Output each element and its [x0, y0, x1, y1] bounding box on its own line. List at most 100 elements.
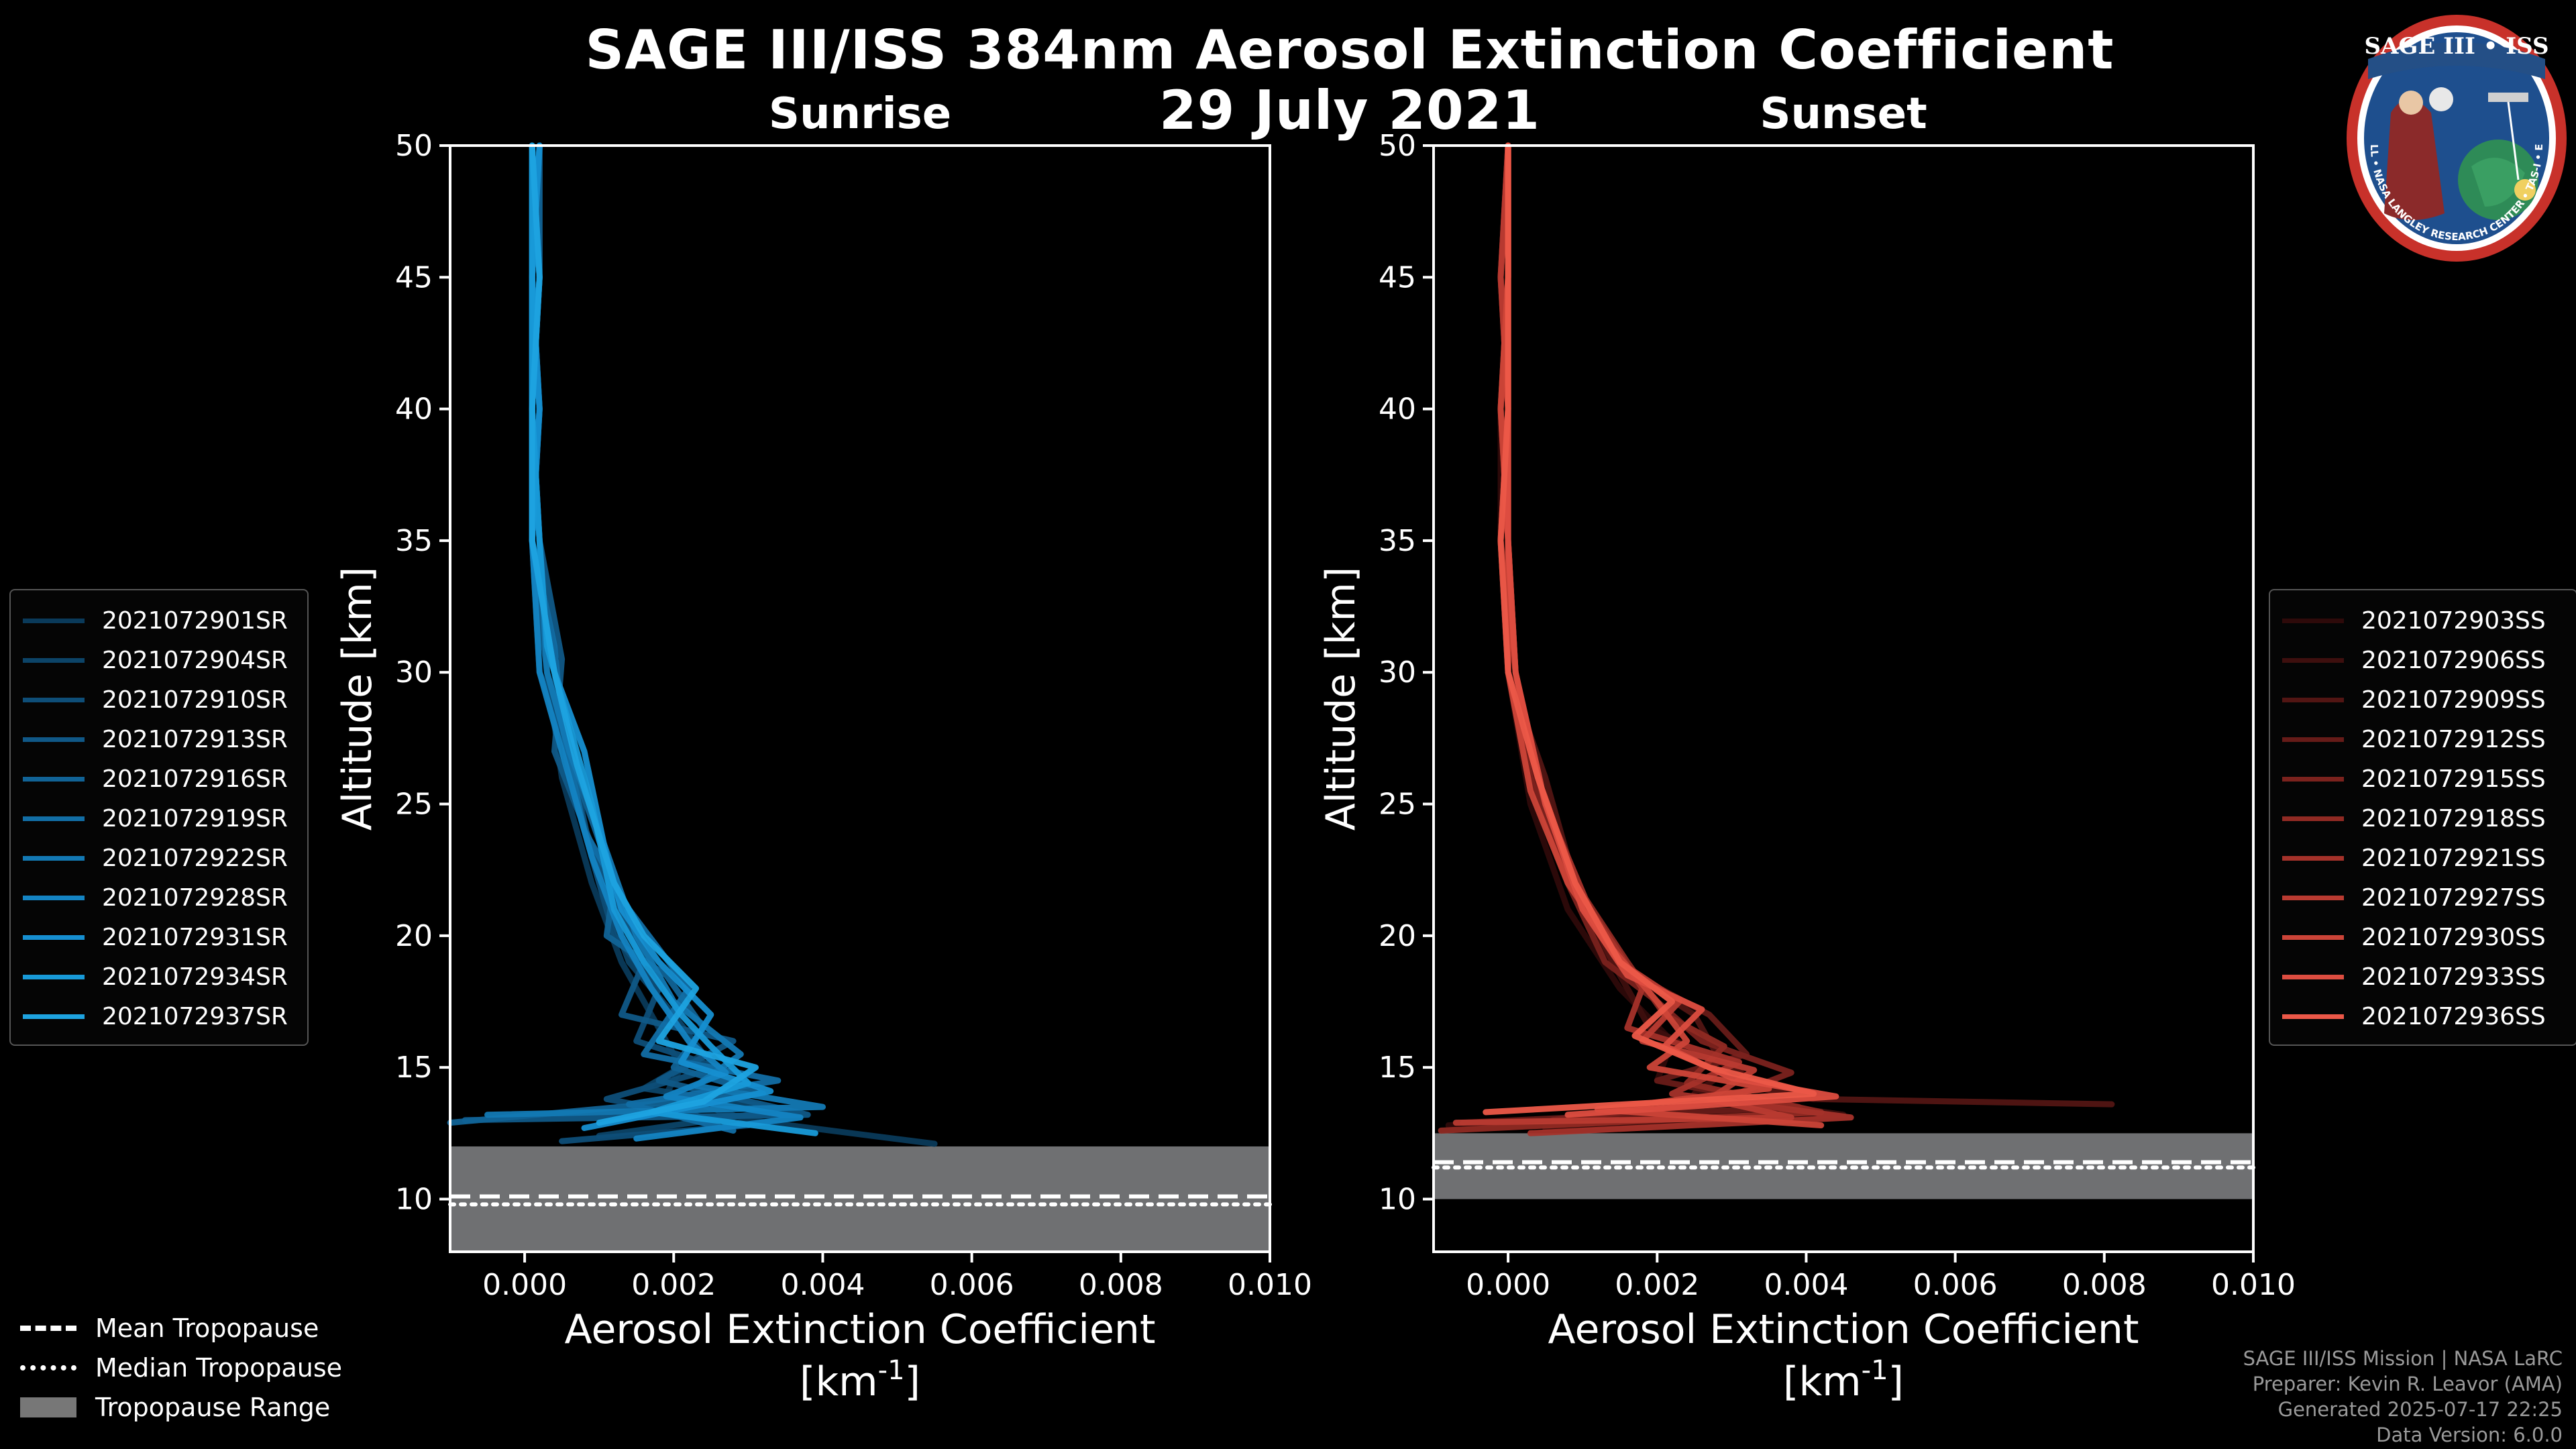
- sunset-legend: 2021072903SS 2021072906SS 2021072909SS 2021…: [2269, 589, 2576, 1046]
- logo-beam-icon: [2507, 101, 2520, 180]
- legend-label: 2021072909SS: [2361, 686, 2546, 714]
- sunrise-xtick-label: 0.004: [780, 1268, 865, 1302]
- legend-median-label: Median Tropopause: [95, 1352, 342, 1383]
- legend-item: 2021072927SS: [2282, 878, 2564, 918]
- figure-title: SAGE III/ISS 384nm Aerosol Extinction Co…: [585, 19, 2114, 81]
- legend-label: 2021072937SR: [102, 1003, 288, 1030]
- legend-item: 2021072916SR: [23, 759, 295, 799]
- legend-swatch: [23, 777, 85, 782]
- sunrise-series-line-2021072901SR: [529, 142, 938, 1147]
- logo-moon-icon: [2429, 87, 2453, 111]
- sunset-ytick-label: 35: [1379, 524, 1416, 558]
- legend-item: 2021072918SS: [2282, 799, 2564, 839]
- sunrise-xtick-label: 0.008: [1079, 1268, 1163, 1302]
- sunset-ytick-label: 10: [1379, 1182, 1416, 1216]
- sunrise-xtick-label: 0.010: [1228, 1268, 1312, 1302]
- legend-item: 2021072904SR: [23, 641, 295, 680]
- sunset-series-line-2021072936SS: [1483, 142, 1817, 1116]
- sunrise-ytick-label: 30: [395, 655, 433, 690]
- legend-item: 2021072933SS: [2282, 957, 2564, 997]
- sunset-xtick-label: 0.006: [1913, 1268, 1998, 1302]
- legend-label: 2021072936SS: [2361, 1003, 2546, 1030]
- tropopause-legend: Mean Tropopause Median Tropopause Tropop…: [20, 1308, 342, 1427]
- legend-label: 2021072922SR: [102, 845, 288, 872]
- logo-station-icon: [2488, 93, 2528, 102]
- sunset-ytick-label: 15: [1379, 1051, 1416, 1085]
- figure-date: 29 July 2021: [1159, 79, 1540, 142]
- logo-face-icon: [2399, 91, 2423, 115]
- sunrise-series-line-2021072913SR: [462, 142, 811, 1124]
- dashed-line-icon: [20, 1325, 76, 1331]
- sunrise-ytick-label: 50: [395, 129, 433, 163]
- legend-label: 2021072918SS: [2361, 805, 2546, 833]
- sunset-series-line-2021072915SS: [1497, 142, 1794, 1124]
- legend-label: 2021072913SR: [102, 726, 288, 753]
- legend-label: 2021072928SR: [102, 884, 288, 912]
- legend-mean-tropopause: Mean Tropopause: [20, 1308, 342, 1348]
- sunrise-x-axis-units: [km-1]: [800, 1355, 920, 1405]
- legend-item: 2021072936SS: [2282, 997, 2564, 1036]
- legend-swatch: [23, 737, 85, 742]
- legend-swatch: [23, 698, 85, 702]
- dotted-line-icon: [20, 1364, 76, 1371]
- sunrise-ytick-label: 35: [395, 524, 433, 558]
- sunset-xtick-label: 0.008: [2062, 1268, 2147, 1302]
- logo-continent-icon: [2471, 158, 2525, 207]
- legend-median-tropopause: Median Tropopause: [20, 1348, 342, 1387]
- legend-item: 2021072922SR: [23, 839, 295, 878]
- legend-range-label: Tropopause Range: [95, 1392, 331, 1422]
- legend-label: 2021072930SS: [2361, 924, 2546, 951]
- sunset-ytick-label: 30: [1379, 655, 1416, 690]
- sunrise-y-axis-label: Altitude [km]: [334, 567, 381, 831]
- credits-preparer: Preparer: Kevin R. Leavor (AMA): [2252, 1373, 2563, 1395]
- legend-item: 2021072913SR: [23, 720, 295, 759]
- legend-label: 2021072901SR: [102, 607, 288, 635]
- legend-label: 2021072904SR: [102, 647, 288, 674]
- credits-mission: SAGE III/ISS Mission | NASA LaRC: [2243, 1347, 2563, 1370]
- sunrise-tropopause-range: [450, 1146, 1270, 1252]
- logo-title: SAGE III • ISS: [2364, 33, 2548, 60]
- sunset-ytick-label: 45: [1379, 260, 1416, 294]
- sunset-ytick-label: 40: [1379, 392, 1416, 427]
- sunrise-ytick-label: 15: [395, 1051, 433, 1085]
- legend-item: 2021072928SR: [23, 878, 295, 918]
- sunrise-axes-frame: [449, 144, 1271, 1253]
- legend-swatch: [2282, 856, 2344, 861]
- legend-item: 2021072930SS: [2282, 918, 2564, 957]
- legend-item: 2021072912SS: [2282, 720, 2564, 759]
- legend-swatch: [23, 935, 85, 940]
- sunset-xtick-label: 0.010: [2211, 1268, 2296, 1302]
- legend-item: 2021072910SR: [23, 680, 295, 720]
- sunrise-xtick-label: 0.002: [631, 1268, 716, 1302]
- sunrise-ytick-label: 25: [395, 788, 433, 822]
- sunset-xtick-label: 0.002: [1615, 1268, 1699, 1302]
- legend-swatch: [23, 856, 85, 861]
- legend-swatch: [23, 1014, 85, 1019]
- legend-swatch: [23, 816, 85, 821]
- sunset-ytick-label: 25: [1379, 788, 1416, 822]
- legend-label: 2021072903SS: [2361, 607, 2546, 635]
- credits-generated: Generated 2025-07-17 22:25: [2277, 1398, 2563, 1421]
- legend-tropopause-range: Tropopause Range: [20, 1387, 342, 1427]
- sunset-y-axis-label: Altitude [km]: [1318, 567, 1364, 831]
- logo-sun-icon: [2514, 179, 2536, 201]
- legend-swatch: [2282, 737, 2344, 742]
- legend-swatch: [23, 975, 85, 979]
- legend-label: 2021072919SR: [102, 805, 288, 833]
- legend-label: 2021072916SR: [102, 765, 288, 793]
- legend-label: 2021072934SR: [102, 963, 288, 991]
- legend-item: 2021072915SS: [2282, 759, 2564, 799]
- sunset-series-line-2021072930SS: [1497, 142, 1825, 1128]
- legend-swatch: [2282, 777, 2344, 782]
- sunset-axes-frame: [1432, 144, 2255, 1253]
- credits-version: Data Version: 6.0.0: [2376, 1424, 2563, 1446]
- sunset-x-axis-units: [km-1]: [1783, 1355, 1904, 1405]
- legend-swatch: [2282, 698, 2344, 702]
- legend-swatch: [2282, 816, 2344, 821]
- sunrise-x-axis-label: Aerosol Extinction Coefficient: [565, 1306, 1156, 1353]
- legend-mean-label: Mean Tropopause: [95, 1313, 319, 1343]
- sunrise-ytick-label: 45: [395, 260, 433, 294]
- sunrise-panel-title: Sunrise: [769, 89, 951, 139]
- credits: SAGE III/ISS Mission | NASA LaRC Prepare…: [2243, 1346, 2563, 1448]
